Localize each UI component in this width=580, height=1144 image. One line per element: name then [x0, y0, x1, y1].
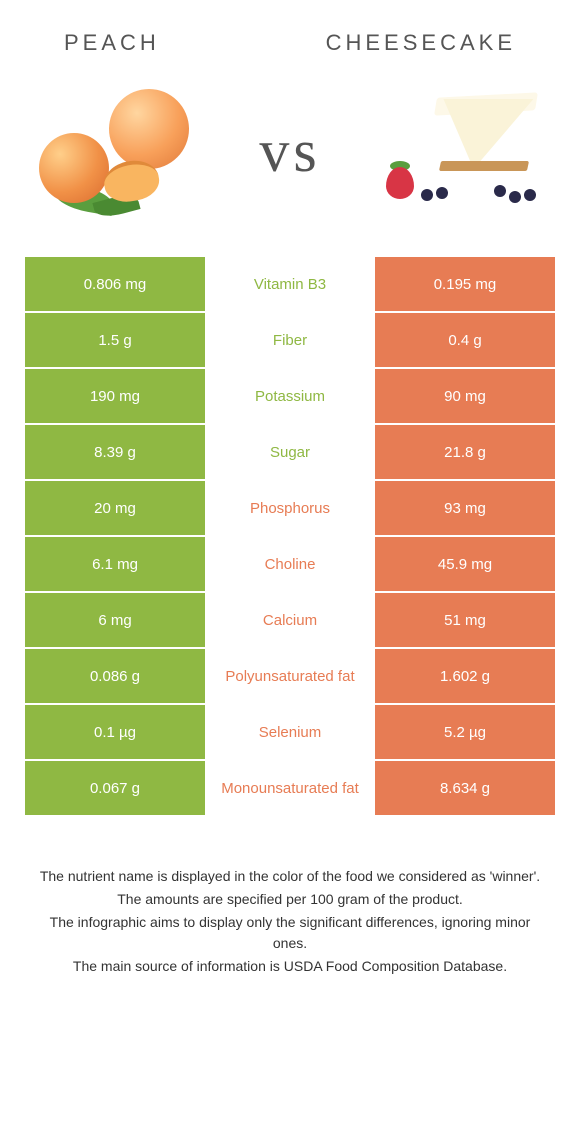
- table-row: 6 mgCalcium51 mg: [24, 592, 556, 648]
- left-value: 190 mg: [25, 369, 205, 423]
- left-value: 0.806 mg: [25, 257, 205, 311]
- nutrient-name: Calcium: [205, 593, 375, 647]
- header: PEACH CHEESECAKE: [24, 20, 556, 76]
- nutrient-table: 0.806 mgVitamin B30.195 mg1.5 gFiber0.4 …: [24, 256, 556, 816]
- nutrient-name: Choline: [205, 537, 375, 591]
- right-value: 8.634 g: [375, 761, 555, 815]
- footer-line: The nutrient name is displayed in the co…: [34, 866, 546, 887]
- table-row: 8.39 gSugar21.8 g: [24, 424, 556, 480]
- cheesecake-illustration: [366, 81, 546, 221]
- nutrient-name: Fiber: [205, 313, 375, 367]
- right-value: 5.2 µg: [375, 705, 555, 759]
- peach-illustration: [34, 81, 214, 221]
- table-row: 0.806 mgVitamin B30.195 mg: [24, 256, 556, 312]
- right-value: 90 mg: [375, 369, 555, 423]
- right-value: 1.602 g: [375, 649, 555, 703]
- left-value: 0.086 g: [25, 649, 205, 703]
- footer-notes: The nutrient name is displayed in the co…: [24, 816, 556, 977]
- table-row: 6.1 mgCholine45.9 mg: [24, 536, 556, 592]
- nutrient-name: Monounsaturated fat: [205, 761, 375, 815]
- table-row: 1.5 gFiber0.4 g: [24, 312, 556, 368]
- table-row: 20 mgPhosphorus93 mg: [24, 480, 556, 536]
- left-value: 0.1 µg: [25, 705, 205, 759]
- nutrient-name: Phosphorus: [205, 481, 375, 535]
- left-value: 0.067 g: [25, 761, 205, 815]
- right-value: 0.4 g: [375, 313, 555, 367]
- left-value: 6 mg: [25, 593, 205, 647]
- nutrient-name: Potassium: [205, 369, 375, 423]
- footer-line: The infographic aims to display only the…: [34, 912, 546, 954]
- nutrient-name: Sugar: [205, 425, 375, 479]
- table-row: 0.067 gMonounsaturated fat8.634 g: [24, 760, 556, 816]
- nutrient-name: Vitamin B3: [205, 257, 375, 311]
- right-value: 51 mg: [375, 593, 555, 647]
- left-value: 8.39 g: [25, 425, 205, 479]
- right-value: 0.195 mg: [375, 257, 555, 311]
- left-value: 6.1 mg: [25, 537, 205, 591]
- nutrient-name: Selenium: [205, 705, 375, 759]
- nutrient-name: Polyunsaturated fat: [205, 649, 375, 703]
- table-row: 190 mgPotassium90 mg: [24, 368, 556, 424]
- footer-line: The amounts are specified per 100 gram o…: [34, 889, 546, 910]
- table-row: 0.1 µgSelenium5.2 µg: [24, 704, 556, 760]
- left-food-title: PEACH: [64, 30, 160, 56]
- right-food-title: CHEESECAKE: [326, 30, 516, 56]
- vs-label: vs: [259, 117, 320, 186]
- footer-line: The main source of information is USDA F…: [34, 956, 546, 977]
- table-row: 0.086 gPolyunsaturated fat1.602 g: [24, 648, 556, 704]
- right-value: 93 mg: [375, 481, 555, 535]
- left-value: 20 mg: [25, 481, 205, 535]
- left-value: 1.5 g: [25, 313, 205, 367]
- right-value: 45.9 mg: [375, 537, 555, 591]
- right-value: 21.8 g: [375, 425, 555, 479]
- hero-row: vs: [24, 76, 556, 256]
